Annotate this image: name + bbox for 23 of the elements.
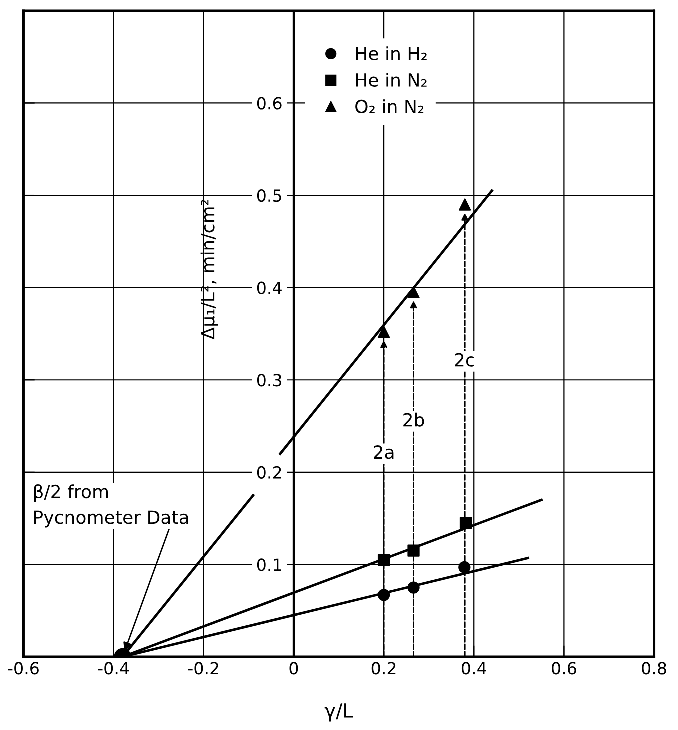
y-axis-title: Δμ₁/L², min/cm² [200,200,218,340]
annotation: 2c [455,353,474,367]
x-tick-label: 0.8 [642,662,666,675]
x-tick-label: -0.4 [98,662,130,675]
y-tick-label: 0.3 [257,374,282,387]
x-axis-title: γ/L [324,704,354,722]
annotation: β/2 from Pycnometer Data [34,484,188,528]
annotation: 2a [374,446,394,460]
x-tick-label: 0.6 [552,662,576,675]
y-tick-label: 0.1 [257,558,282,572]
legend-label: He in H₂ [356,46,427,61]
annotation: 2b [404,412,424,427]
x-tick-label: 0.4 [462,662,486,675]
y-tick-label: 0.4 [257,282,282,294]
x-tick-label: 0 [290,662,298,675]
legend-label: He in N₂ [356,73,427,88]
y-tick-label: 0.6 [257,97,282,110]
y-tick-label: 0.2 [257,466,282,479]
y-tick-label: 0.5 [257,190,282,202]
legend-label: O₂ in N₂ [356,100,424,114]
x-tick-label: -0.6 [8,662,39,675]
x-tick-label: -0.2 [188,662,218,675]
x-tick-label: 0.2 [372,662,396,675]
